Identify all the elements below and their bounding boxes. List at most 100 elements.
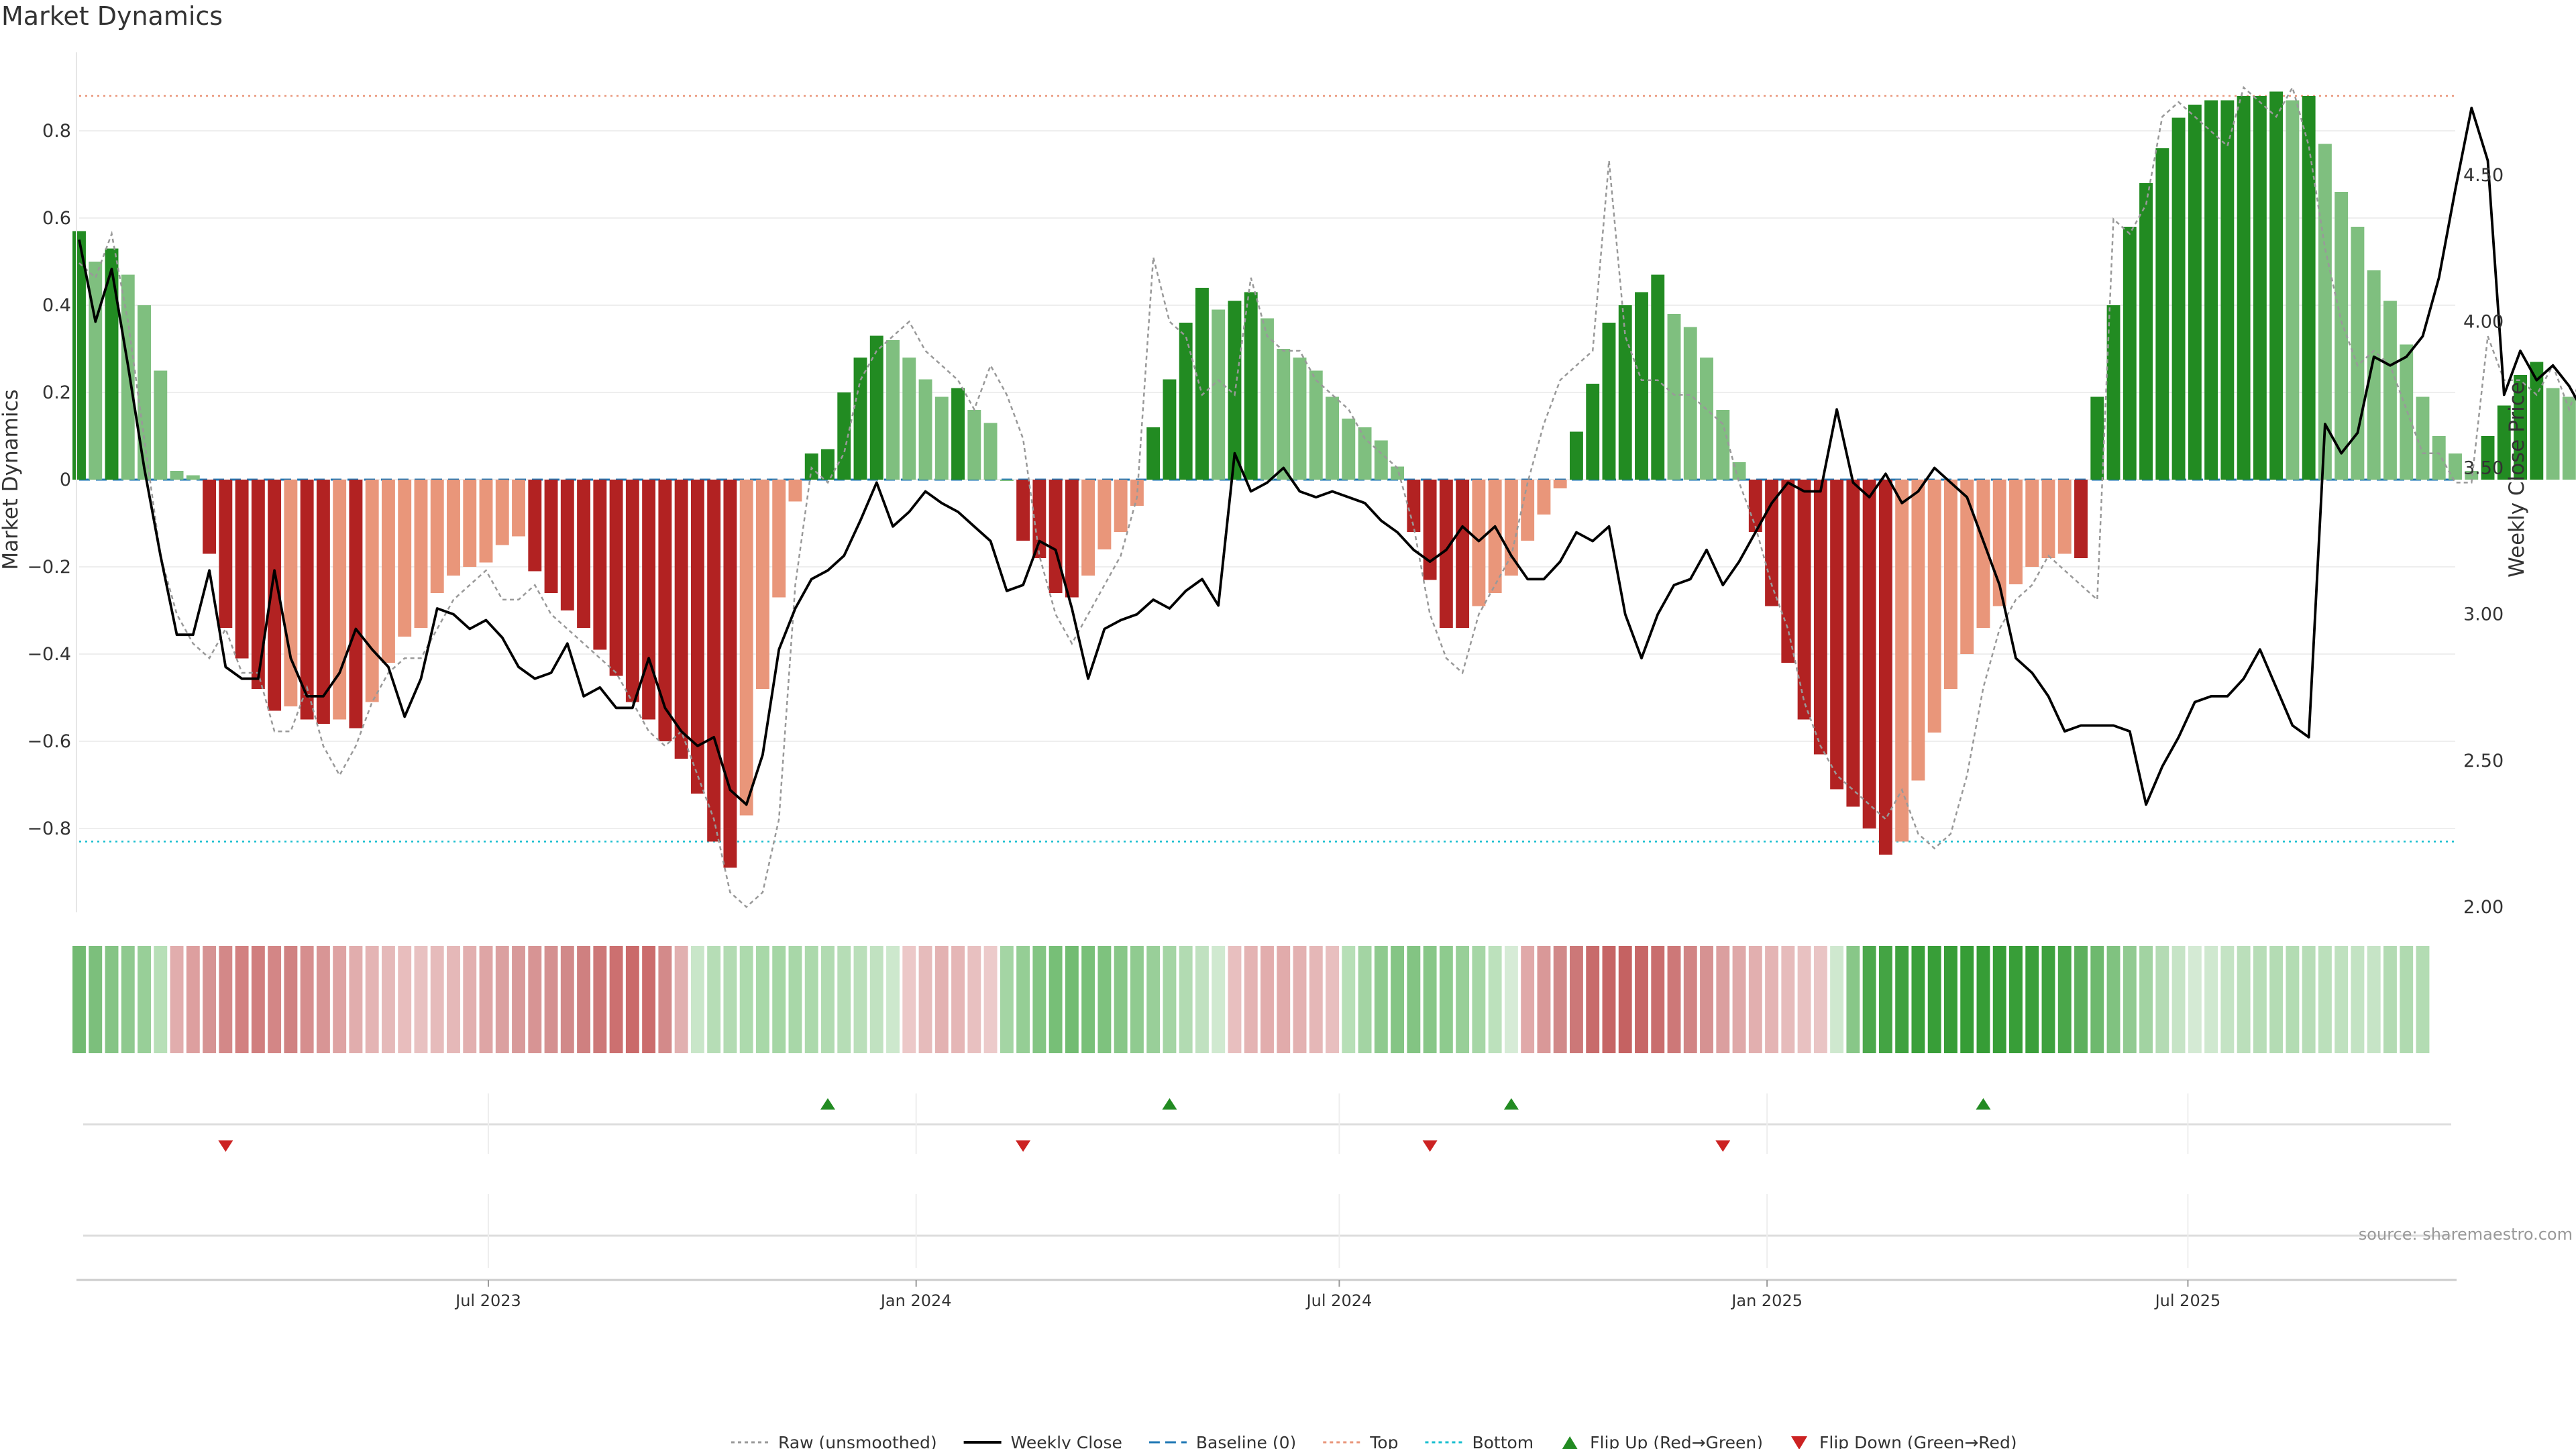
strip-cell	[577, 946, 591, 1053]
strip-cell	[2074, 946, 2088, 1053]
y-tick-label: 0.2	[42, 382, 71, 403]
strip-cell	[772, 946, 786, 1053]
time-axis: Jul 2023 Jan 2024 Jul 2024 Jan 2025 Jul 2025	[76, 1279, 2457, 1310]
raw-line-layer	[78, 85, 2576, 908]
strip-cell	[2269, 946, 2284, 1053]
regime-bar	[1228, 301, 1242, 480]
regime-bar	[2253, 96, 2267, 480]
strip-cell	[1000, 946, 1014, 1053]
regime-bar	[414, 480, 428, 628]
strip-cell	[642, 946, 656, 1053]
y-tick-label: 0.4	[42, 295, 71, 316]
strip-cell	[1293, 946, 1307, 1053]
regime-bar	[2286, 100, 2300, 480]
strip-cell	[1326, 946, 1339, 1053]
regime-bar	[316, 480, 330, 724]
regime-bar	[1000, 480, 1014, 481]
strip-cell	[1456, 946, 1470, 1053]
regime-bar	[1797, 480, 1811, 720]
legend: Raw (unsmoothed) Weekly Close Baseline (0)…	[731, 1433, 2017, 1449]
regime-bar	[1342, 419, 1356, 480]
regime-bar	[2514, 375, 2527, 480]
regime-bar	[967, 410, 981, 480]
strip-cell	[1797, 946, 1811, 1053]
strip-cell	[983, 946, 998, 1053]
strip-cell	[1862, 946, 1876, 1053]
strip-cell	[1065, 946, 1079, 1053]
strip-cell	[2334, 946, 2349, 1053]
regime-bars	[72, 91, 2576, 868]
strip-cell	[1553, 946, 1567, 1053]
y2-axis-title: Weekly Close Price	[2505, 382, 2529, 578]
strip-cell	[398, 946, 412, 1053]
regime-bar	[560, 480, 574, 610]
strip-cell	[902, 946, 916, 1053]
strip-cell	[365, 946, 379, 1053]
y-tick-label: −0.8	[27, 818, 71, 839]
strip-cell	[1781, 946, 1795, 1053]
legend-item: Bottom	[1425, 1433, 1534, 1449]
legend-item: Baseline (0)	[1148, 1433, 1296, 1449]
regime-bar	[934, 396, 949, 480]
legend-label: Weekly Close	[1011, 1433, 1122, 1449]
strip-cell	[219, 946, 233, 1053]
strip-cell	[349, 946, 363, 1053]
regime-bar	[1374, 440, 1388, 480]
flip-down-marker	[1422, 1140, 1438, 1152]
regime-bar	[203, 480, 217, 554]
strip-cell	[788, 946, 802, 1053]
strip-cell	[609, 946, 623, 1053]
strip-cell	[1716, 946, 1730, 1053]
strip-cell	[2400, 946, 2414, 1053]
regime-bar	[479, 480, 493, 563]
strip-cell	[430, 946, 444, 1053]
regime-bar	[658, 480, 672, 741]
regime-bar	[1326, 396, 1339, 480]
regime-bar	[1943, 480, 1957, 689]
regime-bar	[1407, 480, 1421, 532]
regime-bar	[121, 274, 135, 480]
strip-cell	[381, 946, 395, 1053]
strip-cell	[2041, 946, 2055, 1053]
flip-down-marker	[1715, 1140, 1731, 1152]
regime-bar	[1423, 480, 1437, 580]
strip-cell	[235, 946, 249, 1053]
regime-bar	[1195, 288, 1209, 480]
regime-bar	[1667, 314, 1681, 480]
regime-bar	[755, 480, 769, 689]
strip-cell	[2204, 946, 2218, 1053]
strip-cell	[528, 946, 542, 1053]
weekly-close-line	[78, 107, 2576, 806]
regime-bar	[365, 480, 379, 702]
regime-bar	[625, 480, 639, 702]
strip-cell	[2383, 946, 2397, 1053]
legend-label: Top	[1369, 1433, 1398, 1449]
regime-bar	[1895, 480, 1909, 842]
strip-cell	[2155, 946, 2169, 1053]
strip-cell	[2318, 946, 2332, 1053]
strip-cell	[804, 946, 818, 1053]
strip-cell	[186, 946, 200, 1053]
strip-cell	[479, 946, 493, 1053]
legend-swatch-triangle-down	[1791, 1436, 1808, 1449]
regime-bar	[2220, 100, 2235, 480]
regime-bar	[1456, 480, 1470, 628]
strip-cell	[1911, 946, 1925, 1053]
strip-cell	[1878, 946, 1892, 1053]
strip-cell	[1146, 946, 1161, 1053]
legend-label: Flip Down (Green→Red)	[1819, 1433, 2017, 1449]
strip-cell	[170, 946, 184, 1053]
regime-bar	[1260, 318, 1274, 480]
strip-cell	[1439, 946, 1453, 1053]
regime-bar	[1569, 431, 1583, 480]
regime-bar	[170, 471, 184, 480]
strip-cell	[2416, 946, 2430, 1053]
strip-cell	[1423, 946, 1437, 1053]
axes: −0.8 −0.6 −0.4 −0.2 0 0.2 0.4 0.6 0.8 2.00 2.50 3.0…	[0, 52, 2529, 918]
strip-cell	[1732, 946, 1746, 1053]
regime-bar	[2025, 480, 2039, 567]
strip-cell	[1049, 946, 1063, 1053]
legend-label: Bottom	[1472, 1433, 1534, 1449]
regime-bar	[1114, 480, 1128, 532]
regime-bar	[1472, 480, 1486, 606]
